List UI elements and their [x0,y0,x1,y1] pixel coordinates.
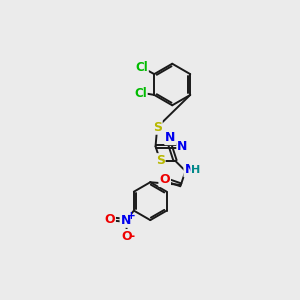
Text: N: N [165,131,176,144]
Text: -: - [130,230,135,243]
Text: S: S [153,121,162,134]
Text: Cl: Cl [134,87,147,100]
Text: H: H [191,165,200,175]
Text: O: O [104,213,115,226]
Text: N: N [121,214,131,227]
Text: S: S [156,154,165,167]
Text: N: N [184,164,195,176]
Text: Cl: Cl [135,61,148,74]
Text: +: + [127,211,135,221]
Text: O: O [122,230,132,243]
Text: O: O [159,173,170,186]
Text: N: N [177,140,188,153]
